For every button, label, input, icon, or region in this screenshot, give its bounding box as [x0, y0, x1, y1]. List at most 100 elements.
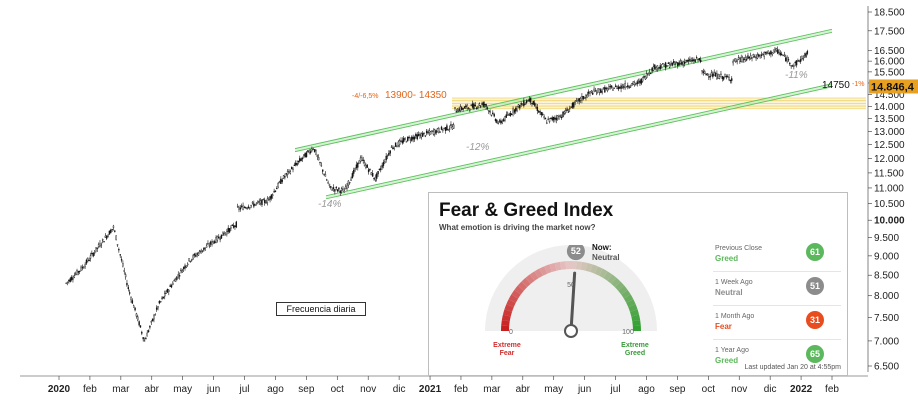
candle	[166, 289, 169, 293]
candle	[309, 151, 312, 153]
candle	[470, 104, 472, 106]
candle	[208, 245, 211, 247]
candle	[733, 58, 736, 61]
zone-pct: -4/-6,5%	[352, 93, 378, 100]
candle	[139, 325, 142, 328]
candle	[493, 114, 495, 117]
candle	[401, 140, 404, 144]
candle	[691, 59, 694, 61]
candle	[501, 120, 503, 124]
candle	[392, 147, 394, 150]
candle	[636, 81, 638, 85]
candle	[732, 61, 734, 64]
candle	[311, 148, 313, 151]
candle	[362, 159, 364, 161]
candle	[80, 266, 82, 271]
candle	[760, 54, 763, 56]
candle	[716, 73, 718, 79]
candle	[451, 126, 454, 130]
candle	[320, 165, 323, 167]
x-tick-label: oct	[331, 384, 345, 395]
candle	[295, 162, 297, 166]
candle	[478, 103, 481, 106]
history-row: Previous Close Greed 61	[713, 239, 841, 272]
candle	[150, 321, 152, 323]
candle	[153, 315, 155, 320]
candle	[79, 270, 81, 273]
y-tick-label: 9.000	[874, 251, 899, 262]
candle	[586, 94, 589, 98]
candle	[693, 59, 695, 62]
candle	[535, 106, 537, 108]
candle	[710, 72, 713, 77]
candle	[178, 275, 181, 277]
candle	[65, 282, 67, 284]
candle	[668, 63, 671, 68]
candle	[301, 157, 304, 160]
candle	[489, 111, 491, 113]
candle	[103, 241, 105, 243]
candle	[173, 280, 175, 282]
candle	[126, 282, 128, 286]
candle	[415, 133, 417, 137]
candle	[236, 206, 239, 208]
candle	[762, 54, 764, 56]
candle	[108, 230, 111, 235]
candle	[336, 189, 339, 192]
candle	[305, 152, 308, 158]
candle	[689, 58, 691, 61]
candle	[709, 76, 711, 78]
candle	[748, 57, 751, 59]
gauge-needle	[569, 271, 577, 333]
candle	[646, 73, 648, 78]
now-badge	[566, 245, 585, 261]
candle	[635, 83, 637, 85]
x-tick-label: jul	[239, 384, 250, 395]
candle	[465, 105, 467, 107]
candle	[631, 83, 633, 86]
y-tick-label: 10.000	[874, 216, 905, 227]
candle	[474, 104, 476, 107]
candle	[448, 128, 451, 130]
fear-greed-title: Fear & Greed Index	[439, 200, 614, 221]
candle	[88, 259, 90, 262]
candle	[752, 54, 755, 57]
candle	[369, 168, 371, 170]
candle	[172, 282, 174, 285]
y-tick-label: 13.000	[874, 127, 905, 138]
candle	[353, 169, 355, 174]
x-tick-label: abr	[145, 384, 160, 395]
x-tick-label: oct	[702, 384, 716, 395]
candle	[124, 274, 127, 278]
candle	[739, 58, 741, 62]
history-sentiment: Fear	[715, 322, 732, 331]
candle	[118, 249, 120, 251]
zone-label: 13900- 14350	[385, 90, 447, 101]
candle	[373, 177, 375, 179]
candle	[721, 76, 724, 79]
candle	[524, 103, 526, 105]
candle	[155, 307, 158, 310]
candle	[616, 85, 618, 90]
candle	[724, 74, 726, 77]
candle	[96, 247, 98, 249]
candle	[107, 234, 109, 237]
x-tick-label: jun	[577, 384, 591, 395]
y-tick-label: 16.000	[874, 57, 905, 68]
candle	[446, 125, 448, 131]
candle	[770, 50, 772, 55]
candle	[477, 106, 479, 108]
x-tick-label: may	[544, 384, 563, 395]
candle	[234, 225, 236, 227]
candle	[197, 252, 200, 256]
candle	[386, 155, 389, 157]
candle	[130, 297, 132, 300]
candle	[563, 111, 566, 114]
candle	[664, 62, 667, 69]
candle	[263, 199, 266, 203]
candle	[632, 81, 634, 85]
extreme-greed-label-2: Greed	[625, 350, 645, 357]
candle	[278, 181, 281, 183]
candle	[758, 54, 760, 57]
candle	[110, 229, 112, 234]
